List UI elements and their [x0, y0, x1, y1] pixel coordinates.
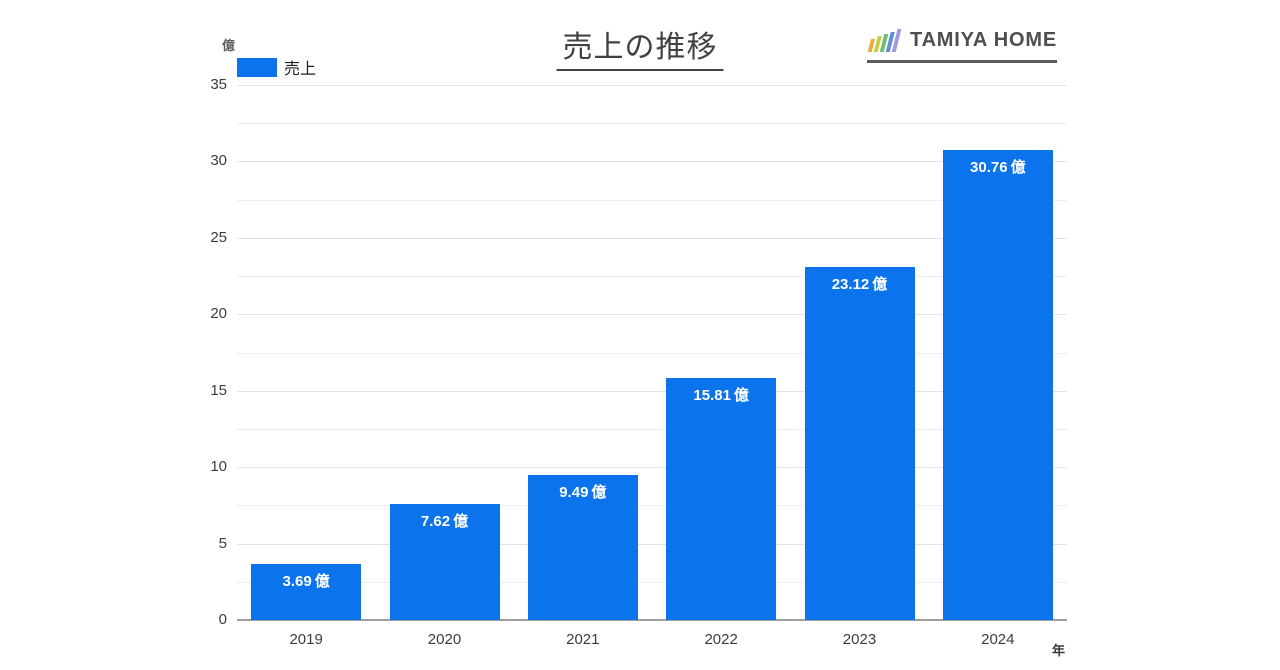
bar-value-unit: 億 [453, 512, 469, 530]
gridline-minor [237, 276, 1067, 278]
gridline-minor [237, 199, 1067, 201]
gridline-major [237, 543, 1067, 545]
x-tick-label-2019: 2019 [289, 631, 323, 648]
y-tick-label: 35 [210, 76, 227, 93]
bar-value-number: 23.12 [831, 275, 870, 293]
gridline-minor [237, 505, 1067, 507]
x-tick-label-2023: 2023 [842, 631, 877, 648]
bar-value-label: 15.81 億 [666, 384, 776, 405]
logo-bars [867, 29, 902, 52]
bar-value-label: 9.49 億 [528, 481, 638, 502]
bar-value-label: 3.69 億 [251, 570, 361, 591]
y-tick-label: 10 [210, 458, 227, 476]
y-tick-label: 20 [210, 305, 227, 323]
x-axis-line [237, 619, 1067, 621]
brand-logo: TAMIYA HOME [867, 27, 1057, 63]
x-tick-label-2021: 2021 [566, 631, 600, 648]
bar-2019[interactable]: 3.69 億 [251, 563, 362, 620]
gridline-minor [237, 123, 1067, 125]
gridline-major [237, 237, 1067, 239]
chart-title-wrap: 売上の推移 [556, 22, 724, 71]
brand-logo-text: TAMIYA HOME [910, 28, 1057, 51]
bar-value-unit: 億 [1010, 158, 1026, 176]
x-axis-unit-label: 年 [1052, 643, 1066, 658]
bar-2023[interactable]: 23.12 億 [804, 266, 915, 620]
legend[interactable]: 売上 [237, 55, 316, 79]
bar-value-number: 7.62 [420, 512, 451, 530]
bar-value-label: 7.62 億 [390, 510, 500, 531]
gridline-minor [237, 428, 1067, 430]
y-tick-label: 5 [218, 534, 227, 552]
bar-value-unit: 億 [733, 387, 749, 405]
bar-value-unit: 億 [314, 572, 330, 590]
x-tick-label-2024: 2024 [981, 631, 1015, 648]
y-axis-unit-label: 億 [221, 38, 235, 53]
y-tick-label: 15 [210, 381, 227, 399]
bar-value-label: 23.12 億 [805, 273, 915, 294]
bar-value-label: 30.76 億 [943, 156, 1053, 177]
y-tick-label: 0 [218, 611, 227, 628]
legend-swatch [237, 57, 277, 77]
bar-value-number: 9.49 [559, 483, 589, 501]
x-tick-label-2020: 2020 [427, 631, 462, 648]
x-tick-label-2022: 2022 [704, 631, 738, 648]
bar-value-unit: 億 [591, 483, 607, 501]
gridline-minor [237, 581, 1067, 583]
gridline-major [237, 85, 1067, 86]
bar-2021[interactable]: 9.49 億 [527, 474, 638, 620]
bar-2024[interactable]: 30.76 億 [942, 149, 1053, 620]
chart-title: 売上の推移 [556, 22, 724, 71]
bar-value-number: 30.76 [970, 158, 1008, 176]
legend-label: 売上 [284, 61, 317, 78]
plot-area: 0 5 10 15 20 25 30 35 3.69 億 2019 7.62 億 2020 9.49 億 202… [210, 76, 1067, 648]
gridline-major [237, 314, 1067, 316]
bar-2020[interactable]: 7.62 億 [389, 503, 500, 620]
bar-chart-logo-icon [867, 27, 902, 53]
gridline-major [237, 161, 1067, 163]
y-tick-label: 30 [210, 152, 227, 170]
bar-value-number: 15.81 [693, 387, 731, 405]
gridline-major [237, 390, 1067, 392]
y-tick-label: 25 [210, 228, 227, 246]
gridline-major [237, 467, 1067, 469]
bar-value-unit: 億 [872, 275, 888, 293]
gridline-minor [237, 352, 1067, 354]
bar-value-number: 3.69 [282, 572, 312, 590]
bar-2022[interactable]: 15.81 億 [666, 378, 777, 620]
